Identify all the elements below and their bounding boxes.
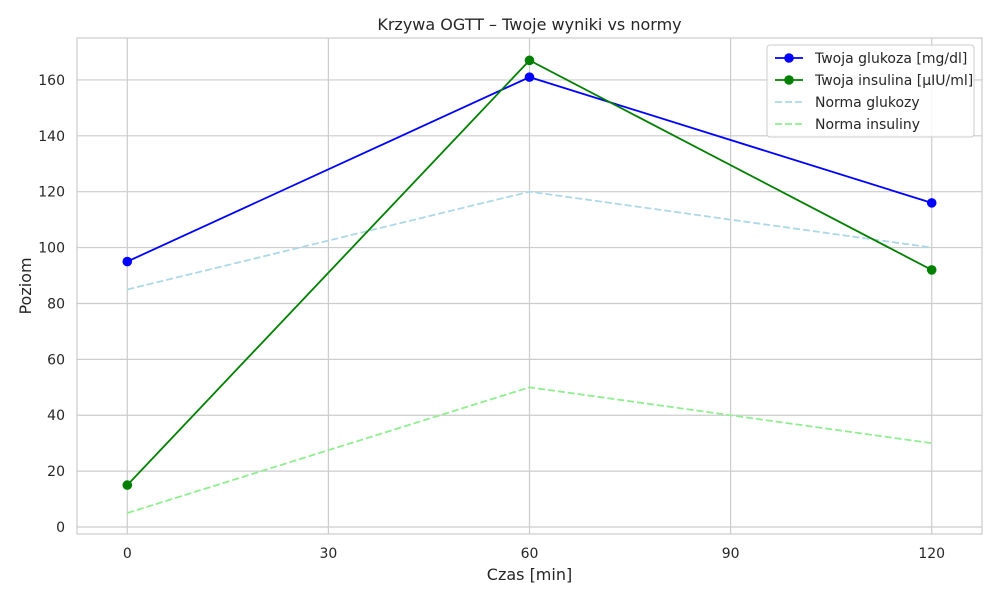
y-tick-label: 0 [56,520,65,536]
legend-entry: Norma insuliny [815,117,920,133]
legend-marker [784,53,794,63]
x-tick-labels: 0 30 60 90 120 [123,546,945,562]
y-tick-label: 100 [38,241,65,257]
y-tick-labels: 0 20 40 60 80 100 120 140 160 [38,73,65,536]
y-tick-label: 80 [47,296,65,312]
series-line-2 [127,190,932,291]
series-1-point [524,55,535,66]
legend-entry: Twoja glukoza [mg/dl] [814,51,967,67]
series-line-3 [127,386,932,514]
legend-entry: Twoja insulina [µIU/ml] [814,73,973,89]
x-tick-label: 120 [918,546,945,562]
chart-title: Krzywa OGTT – Twoje wyniki vs normy [377,15,681,34]
series-markers [122,55,937,490]
y-axis-label: Poziom [16,257,35,314]
y-tick-label: 120 [38,185,65,201]
legend: Twoja glukoza [mg/dl] Twoja insulina [µIU… [766,44,975,138]
x-tick-label: 90 [722,546,740,562]
series-0-point [926,198,937,208]
y-tick-label: 160 [38,73,65,89]
legend-box [766,44,975,138]
legend-marker [784,75,794,85]
y-tick-label: 20 [47,464,65,480]
x-tick-label: 60 [521,546,539,562]
x-tick-label: 0 [123,546,132,562]
series-1-point [122,480,133,490]
legend-entry: Norma glukozy [815,95,920,111]
grid-lines [77,38,982,534]
series-0-point [122,256,133,267]
y-tick-label: 140 [38,129,65,145]
y-tick-label: 60 [47,352,65,368]
x-tick-label: 30 [319,546,337,562]
y-tick-label: 40 [47,408,65,424]
series-1-point [926,265,937,275]
x-axis-label: Czas [min] [487,565,572,584]
series-0-point [524,72,535,82]
